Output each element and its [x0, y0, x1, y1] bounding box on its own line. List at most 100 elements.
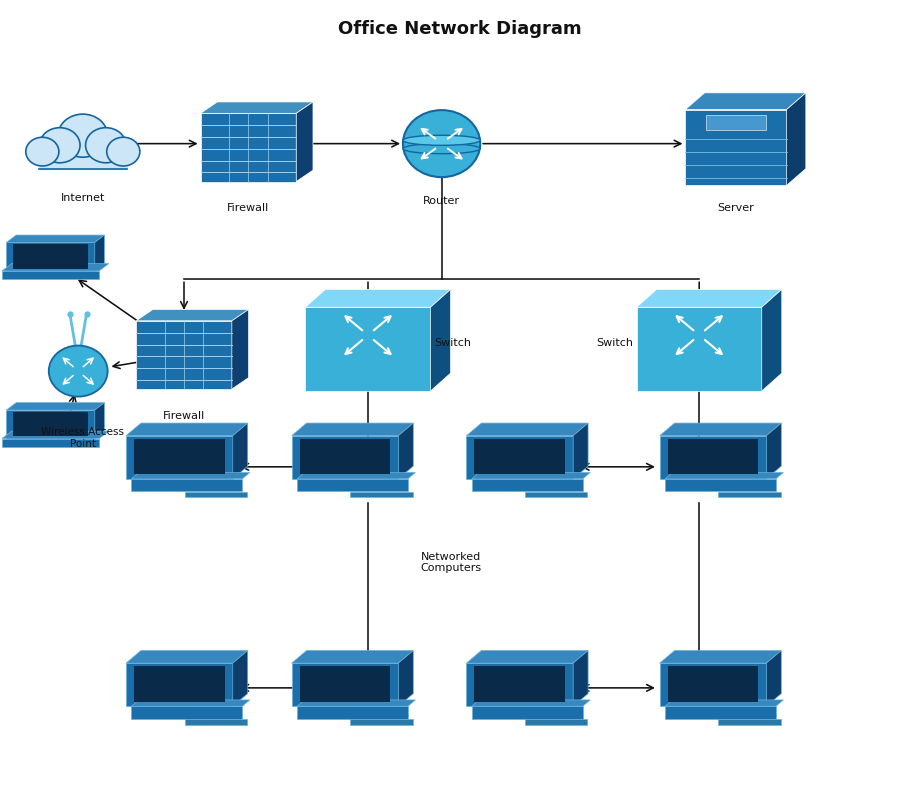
Text: Firewall: Firewall [227, 203, 269, 214]
Polygon shape [685, 93, 805, 109]
Polygon shape [664, 472, 783, 479]
Polygon shape [232, 310, 248, 389]
Polygon shape [664, 700, 783, 706]
Polygon shape [185, 492, 247, 497]
Polygon shape [126, 436, 233, 479]
Polygon shape [718, 720, 780, 725]
Circle shape [49, 346, 108, 397]
Circle shape [403, 110, 480, 177]
Polygon shape [573, 650, 587, 706]
Polygon shape [659, 436, 766, 479]
Polygon shape [6, 410, 95, 439]
Polygon shape [2, 263, 108, 271]
Polygon shape [350, 492, 413, 497]
Polygon shape [296, 102, 312, 182]
Polygon shape [6, 403, 105, 410]
Polygon shape [297, 706, 407, 719]
Polygon shape [126, 423, 247, 436]
Text: Internet: Internet [61, 193, 105, 203]
Polygon shape [13, 412, 88, 437]
Text: Office Network Diagram: Office Network Diagram [338, 20, 581, 38]
Polygon shape [398, 423, 413, 479]
Polygon shape [291, 663, 398, 706]
Polygon shape [305, 307, 430, 391]
Text: Router: Router [423, 196, 460, 206]
Circle shape [85, 128, 126, 163]
Polygon shape [636, 290, 781, 307]
Polygon shape [636, 307, 761, 391]
Polygon shape [471, 479, 582, 492]
Polygon shape [2, 431, 108, 439]
Polygon shape [786, 93, 805, 185]
Polygon shape [474, 666, 564, 701]
Polygon shape [466, 423, 587, 436]
Polygon shape [430, 290, 450, 391]
Polygon shape [126, 663, 233, 706]
Text: Firewall: Firewall [163, 411, 205, 421]
Text: Networked
Computers: Networked Computers [420, 551, 481, 574]
Polygon shape [471, 700, 590, 706]
Polygon shape [297, 479, 407, 492]
Polygon shape [2, 439, 99, 447]
Polygon shape [705, 115, 766, 130]
Polygon shape [466, 663, 573, 706]
Circle shape [40, 128, 80, 163]
FancyBboxPatch shape [39, 148, 127, 169]
Polygon shape [659, 650, 780, 663]
Polygon shape [200, 113, 296, 182]
Polygon shape [95, 235, 105, 271]
Polygon shape [466, 436, 573, 479]
Polygon shape [664, 479, 775, 492]
Polygon shape [233, 650, 247, 706]
Polygon shape [200, 102, 312, 113]
Polygon shape [659, 423, 780, 436]
Text: Switch: Switch [434, 338, 471, 348]
Polygon shape [471, 706, 582, 719]
Polygon shape [6, 243, 95, 271]
Polygon shape [525, 492, 587, 497]
Polygon shape [664, 706, 775, 719]
Polygon shape [659, 663, 766, 706]
Polygon shape [685, 109, 786, 185]
Polygon shape [291, 650, 413, 663]
Polygon shape [718, 492, 780, 497]
Polygon shape [300, 439, 390, 474]
Polygon shape [300, 666, 390, 701]
Text: Switch: Switch [596, 338, 632, 348]
Polygon shape [136, 321, 232, 389]
Polygon shape [185, 720, 247, 725]
Polygon shape [134, 666, 224, 701]
Text: Wireless Access
Point: Wireless Access Point [41, 427, 124, 448]
Polygon shape [398, 650, 413, 706]
Polygon shape [134, 439, 224, 474]
Polygon shape [6, 235, 105, 243]
Polygon shape [13, 244, 88, 269]
Polygon shape [131, 479, 242, 492]
Polygon shape [471, 472, 590, 479]
Polygon shape [350, 720, 413, 725]
Circle shape [26, 137, 59, 166]
Polygon shape [95, 403, 105, 439]
Polygon shape [131, 706, 242, 719]
Circle shape [58, 114, 108, 157]
Polygon shape [474, 439, 564, 474]
Polygon shape [233, 423, 247, 479]
Ellipse shape [403, 144, 480, 154]
Polygon shape [667, 439, 757, 474]
Polygon shape [766, 423, 780, 479]
Polygon shape [297, 700, 415, 706]
Circle shape [107, 137, 140, 166]
Polygon shape [126, 650, 247, 663]
Ellipse shape [403, 135, 480, 145]
Polygon shape [291, 423, 413, 436]
Polygon shape [573, 423, 587, 479]
Polygon shape [525, 720, 587, 725]
Polygon shape [131, 700, 250, 706]
Polygon shape [2, 271, 99, 279]
Polygon shape [305, 290, 450, 307]
Polygon shape [466, 650, 587, 663]
Polygon shape [297, 472, 415, 479]
Polygon shape [761, 290, 781, 391]
Polygon shape [667, 666, 757, 701]
Polygon shape [131, 472, 250, 479]
